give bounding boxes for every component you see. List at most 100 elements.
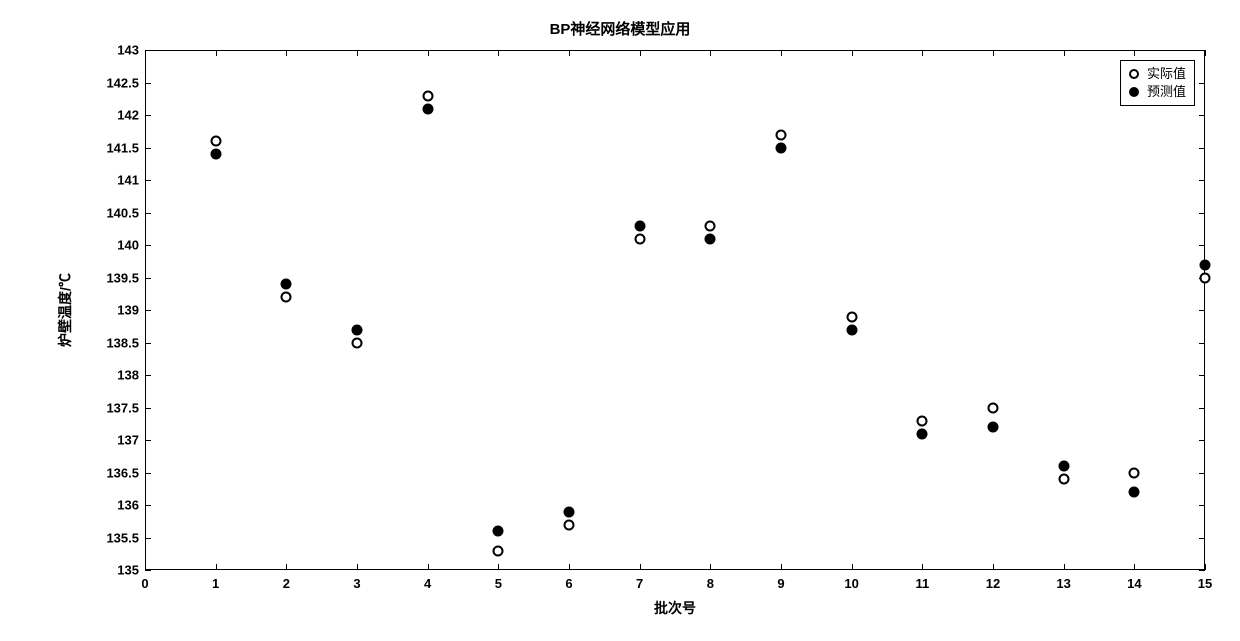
x-tick-mark [1205,564,1206,570]
x-tick-label: 0 [141,576,148,591]
y-tick-mark [145,538,151,539]
y-tick-label: 142.5 [95,75,139,90]
x-tick-mark [1064,50,1065,56]
x-tick-label: 1 [212,576,219,591]
x-tick-mark [1134,50,1135,56]
x-tick-mark [1134,564,1135,570]
y-tick-mark [145,343,151,344]
x-tick-mark [216,564,217,570]
x-tick-label: 12 [986,576,1000,591]
y-tick-mark [1199,115,1205,116]
x-tick-label: 3 [353,576,360,591]
x-tick-label: 11 [915,576,929,591]
y-tick-mark [145,213,151,214]
data-point-actual [1058,474,1069,485]
data-point-predicted [210,149,221,160]
x-tick-mark [357,50,358,56]
y-tick-mark [145,440,151,441]
y-tick-mark [1199,310,1205,311]
x-tick-mark [428,564,429,570]
data-point-actual [988,402,999,413]
data-point-actual [493,545,504,556]
y-tick-mark [1199,408,1205,409]
data-point-predicted [1058,461,1069,472]
legend-label: 预测值 [1147,83,1186,101]
x-tick-mark [569,564,570,570]
x-tick-label: 14 [1127,576,1141,591]
y-tick-mark [145,148,151,149]
data-point-actual [210,136,221,147]
y-tick-label: 143 [95,43,139,58]
y-tick-mark [145,50,151,51]
y-tick-mark [1199,50,1205,51]
y-tick-mark [145,245,151,246]
data-point-predicted [917,428,928,439]
y-tick-mark [145,310,151,311]
data-point-predicted [281,279,292,290]
x-tick-mark [216,50,217,56]
x-tick-mark [852,50,853,56]
y-tick-mark [145,570,151,571]
data-point-actual [352,337,363,348]
y-tick-mark [145,278,151,279]
y-tick-mark [1199,538,1205,539]
y-tick-mark [1199,570,1205,571]
data-point-predicted [634,220,645,231]
data-point-predicted [988,422,999,433]
data-point-actual [422,90,433,101]
data-point-predicted [1129,487,1140,498]
x-tick-mark [640,50,641,56]
data-point-predicted [493,526,504,537]
x-tick-mark [1064,564,1065,570]
y-tick-label: 138.5 [95,335,139,350]
legend-item: 预测值 [1129,83,1186,101]
x-tick-label: 10 [844,576,858,591]
chart-container: BP神经网络模型应用 炉壁温度/℃ 批次号 实际值预测值 01234567891… [0,0,1240,641]
y-tick-label: 140.5 [95,205,139,220]
data-point-actual [634,233,645,244]
y-tick-label: 136.5 [95,465,139,480]
y-tick-label: 139 [95,303,139,318]
y-tick-mark [1199,440,1205,441]
y-tick-mark [1199,148,1205,149]
data-point-predicted [705,233,716,244]
data-point-actual [917,415,928,426]
y-tick-label: 138 [95,368,139,383]
x-tick-label: 9 [777,576,784,591]
y-tick-mark [1199,473,1205,474]
y-tick-mark [1199,180,1205,181]
x-tick-label: 5 [495,576,502,591]
legend-marker-icon [1129,87,1139,97]
data-point-actual [705,220,716,231]
legend-label: 实际值 [1147,65,1186,83]
data-point-actual [564,519,575,530]
data-point-predicted [776,142,787,153]
y-tick-mark [145,375,151,376]
x-tick-label: 8 [707,576,714,591]
y-tick-mark [1199,245,1205,246]
data-point-actual [281,292,292,303]
x-tick-mark [286,50,287,56]
y-tick-label: 136 [95,498,139,513]
y-tick-mark [1199,505,1205,506]
x-tick-label: 15 [1198,576,1212,591]
x-tick-label: 13 [1056,576,1070,591]
x-tick-mark [922,564,923,570]
x-tick-mark [710,50,711,56]
x-tick-mark [710,564,711,570]
data-point-actual [846,311,857,322]
y-tick-mark [145,408,151,409]
plot-area [145,50,1205,570]
legend-marker-icon [1129,69,1139,79]
y-tick-label: 141.5 [95,140,139,155]
x-tick-mark [993,564,994,570]
x-tick-mark [286,564,287,570]
data-point-predicted [846,324,857,335]
data-point-predicted [422,103,433,114]
y-tick-mark [145,473,151,474]
y-tick-mark [145,180,151,181]
y-tick-label: 142 [95,108,139,123]
y-tick-mark [1199,213,1205,214]
y-tick-label: 137 [95,433,139,448]
data-point-actual [1200,272,1211,283]
